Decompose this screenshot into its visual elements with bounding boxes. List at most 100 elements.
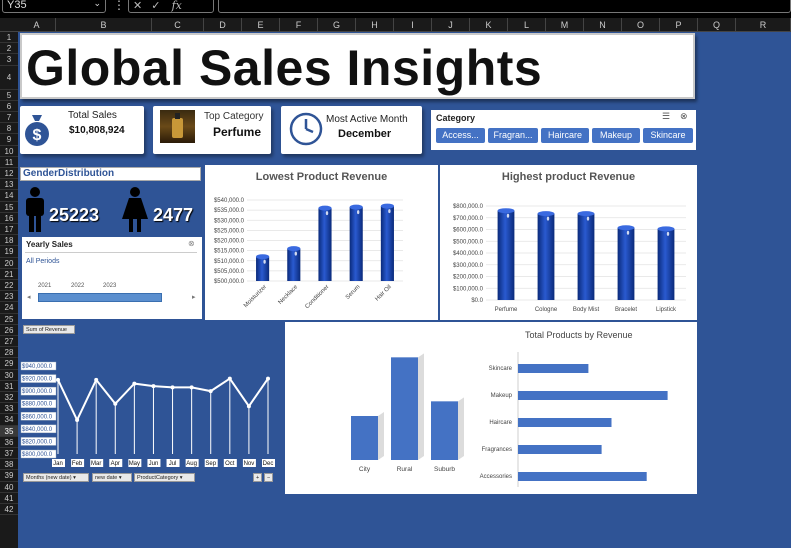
- dashboard-title-box[interactable]: Global Sales Insights: [20, 33, 695, 99]
- row-header-6[interactable]: 6: [0, 101, 18, 112]
- timeline-scroll-left[interactable]: ◂: [27, 294, 31, 301]
- row-header-29[interactable]: 29: [0, 358, 18, 370]
- row-header-15[interactable]: 15: [0, 202, 18, 213]
- row-header-19[interactable]: 19: [0, 246, 18, 258]
- y-tick-label: $540,000.0: [214, 198, 245, 204]
- row-header-13[interactable]: 13: [0, 179, 18, 191]
- row-header-31[interactable]: 31: [0, 381, 18, 392]
- row-header-28[interactable]: 28: [0, 347, 18, 359]
- column-header-G[interactable]: G: [318, 18, 356, 32]
- sum-of-revenue-field-button[interactable]: Sum of Revenue: [23, 325, 75, 334]
- bar-cap: [287, 246, 301, 252]
- lowest-revenue-chart[interactable]: Lowest Product Revenue $540,000.0 $535,00…: [205, 165, 438, 320]
- cancel-icon[interactable]: ✕: [133, 0, 143, 12]
- multi-select-icon[interactable]: ☰: [662, 111, 671, 121]
- row-header-2[interactable]: 2: [0, 43, 18, 55]
- bottom-charts-pane[interactable]: Total Products by Revenue City Rural Subur…: [285, 322, 697, 494]
- category-hbar-chart[interactable]: Skincare Makeup Haircare Fragrances Accessor…: [465, 322, 697, 494]
- column-header-J[interactable]: J: [432, 18, 470, 32]
- more-options-icon[interactable]: ⋮: [113, 0, 125, 12]
- column-header-K[interactable]: K: [470, 18, 508, 32]
- row-header-1[interactable]: 1: [0, 32, 18, 44]
- row-header-38[interactable]: 38: [0, 459, 18, 471]
- row-header-40[interactable]: 40: [0, 482, 18, 493]
- row-header-34[interactable]: 34: [0, 414, 18, 426]
- row-header-33[interactable]: 33: [0, 403, 18, 415]
- y-tick-label: $700,000.0: [453, 216, 484, 222]
- row-header-36[interactable]: 36: [0, 437, 18, 448]
- fx-icon[interactable]: fx: [171, 0, 182, 12]
- collapse-field-button[interactable]: −: [264, 473, 273, 482]
- column-header-R[interactable]: R: [736, 18, 791, 32]
- column-header-C[interactable]: C: [152, 18, 204, 32]
- column-header-Q[interactable]: Q: [698, 18, 736, 32]
- column-header-O[interactable]: O: [622, 18, 660, 32]
- row-header-41[interactable]: 41: [0, 493, 18, 504]
- bar-highlight: [626, 230, 630, 235]
- row-header-5[interactable]: 5: [0, 90, 18, 101]
- row-header-9[interactable]: 9: [0, 134, 18, 146]
- row-header-7[interactable]: 7: [0, 112, 18, 124]
- slicer-item-skincare[interactable]: Skincare: [643, 128, 693, 143]
- row-header-22[interactable]: 22: [0, 280, 18, 292]
- row-header-16[interactable]: 16: [0, 213, 18, 224]
- column-header-E[interactable]: E: [242, 18, 280, 32]
- row-header-21[interactable]: 21: [0, 269, 18, 280]
- column-header-F[interactable]: F: [280, 18, 318, 32]
- chevron-down-icon[interactable]: ⌄: [93, 0, 101, 8]
- formula-input[interactable]: [218, 0, 791, 13]
- bar-highlight: [506, 213, 510, 218]
- total-sales-card[interactable]: $ Total Sales $10,808,924: [20, 106, 144, 154]
- yearly-sales-timeline[interactable]: Yearly Sales ⊗ All Periods 2021 2022 202…: [22, 237, 202, 319]
- top-category-card[interactable]: Top Category Perfume: [153, 106, 271, 154]
- name-box[interactable]: Y35 ⌄: [2, 0, 106, 13]
- column-header-P[interactable]: P: [660, 18, 698, 32]
- row-header-17[interactable]: 17: [0, 224, 18, 236]
- row-header-27[interactable]: 27: [0, 336, 18, 348]
- timeline-scroll-right[interactable]: ▸: [192, 294, 196, 301]
- row-header-26[interactable]: 26: [0, 325, 18, 336]
- row-header-25[interactable]: 25: [0, 314, 18, 325]
- row-header-35[interactable]: 35: [0, 425, 18, 437]
- row-header-10[interactable]: 10: [0, 146, 18, 157]
- column-header-B[interactable]: B: [56, 18, 152, 32]
- months-filter-button[interactable]: Months (new date) ▾: [23, 473, 89, 482]
- row-header-39[interactable]: 39: [0, 470, 18, 482]
- highest-revenue-chart[interactable]: Highest product Revenue $800,000.0 $700,0…: [440, 165, 697, 320]
- row-header-42[interactable]: 42: [0, 504, 18, 516]
- slicer-item-haircare[interactable]: Haircare: [541, 128, 589, 143]
- row-header-30[interactable]: 30: [0, 370, 18, 381]
- column-header-I[interactable]: I: [394, 18, 432, 32]
- column-header-H[interactable]: H: [356, 18, 394, 32]
- row-header-8[interactable]: 8: [0, 123, 18, 135]
- monthly-revenue-line-chart[interactable]: $940,000.0 $920,000.0 $900,000.0 $880,000.0…: [18, 358, 276, 470]
- row-header-3[interactable]: 3: [0, 54, 18, 66]
- new-date-filter-button[interactable]: new date ▾: [92, 473, 132, 482]
- row-header-14[interactable]: 14: [0, 190, 18, 202]
- column-header-N[interactable]: N: [584, 18, 622, 32]
- clear-filter-icon[interactable]: ⊗: [680, 111, 688, 121]
- enter-icon[interactable]: ✓: [151, 0, 161, 12]
- slicer-item-makeup[interactable]: Makeup: [592, 128, 640, 143]
- location-bar-chart[interactable]: City Rural Suburb: [285, 322, 485, 494]
- row-header-18[interactable]: 18: [0, 235, 18, 247]
- product-category-filter-button[interactable]: ProductCategory ▾: [134, 473, 195, 482]
- clear-filter-icon[interactable]: ⊗: [188, 239, 195, 248]
- row-header-12[interactable]: 12: [0, 168, 18, 180]
- active-month-card[interactable]: Most Active Month December: [281, 106, 422, 154]
- column-header-D[interactable]: D: [204, 18, 242, 32]
- row-header-32[interactable]: 32: [0, 392, 18, 404]
- expand-field-button[interactable]: +: [253, 473, 262, 482]
- row-header-11[interactable]: 11: [0, 157, 18, 168]
- column-header-M[interactable]: M: [546, 18, 584, 32]
- column-header-L[interactable]: L: [508, 18, 546, 32]
- row-header-4[interactable]: 4: [0, 66, 18, 90]
- column-header-A[interactable]: A: [18, 18, 56, 32]
- row-header-23[interactable]: 23: [0, 291, 18, 303]
- timeline-bar[interactable]: [38, 293, 162, 302]
- row-header-20[interactable]: 20: [0, 258, 18, 269]
- slicer-item-accessories[interactable]: Access...: [436, 128, 485, 143]
- slicer-item-fragrances[interactable]: Fragran...: [488, 128, 538, 143]
- row-header-37[interactable]: 37: [0, 448, 18, 460]
- row-header-24[interactable]: 24: [0, 302, 18, 314]
